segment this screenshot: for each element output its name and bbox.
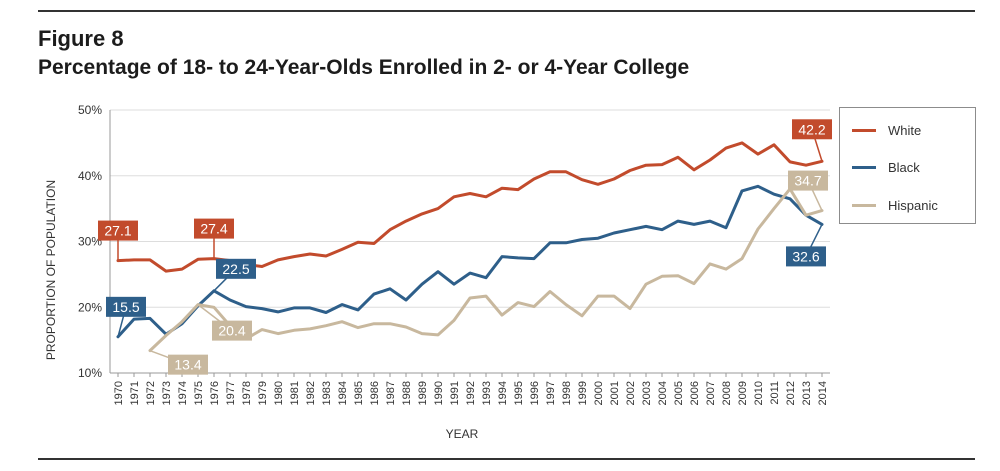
x-tick-label: 1979 (257, 381, 269, 405)
x-tick-label: 1985 (353, 381, 365, 405)
data-label: 27.4 (200, 221, 227, 237)
data-label: 32.6 (792, 248, 819, 264)
y-tick-label: 10% (78, 366, 102, 380)
x-tick-label: 2012 (785, 381, 797, 405)
y-axis-ticks: 10% 20% 30% 40% 50% (78, 103, 102, 380)
bottom-rule (38, 458, 975, 460)
x-tick-label: 2005 (673, 381, 685, 405)
legend-swatch-white (852, 128, 876, 132)
data-label-box (792, 119, 832, 140)
x-tick-label: 1981 (289, 381, 301, 405)
x-tick-label: 2000 (593, 381, 605, 405)
x-tick-label: 1997 (545, 381, 557, 405)
x-tick-label: 1989 (417, 381, 429, 405)
x-tick-label: 1980 (273, 381, 285, 405)
x-tick-label: 2002 (625, 381, 637, 405)
x-tick-label: 1998 (561, 381, 573, 405)
legend-label-hispanic: Hispanic (888, 197, 938, 213)
legend-label-black: Black (888, 159, 920, 175)
y-tick-label: 40% (78, 169, 102, 183)
x-tick-label: 1984 (337, 381, 349, 405)
x-tick-label: 1996 (529, 381, 541, 405)
chart-title: Percentage of 18- to 24-Year-Olds Enroll… (38, 56, 690, 79)
y-tick-label: 50% (78, 103, 102, 117)
x-tick-label: 1972 (145, 381, 157, 405)
x-tick-label: 1988 (401, 381, 413, 405)
x-tick-label: 2004 (657, 381, 669, 405)
legend-swatch-hispanic (852, 203, 876, 207)
x-tick-label: 2006 (689, 381, 701, 405)
x-tick-label: 2010 (753, 381, 765, 405)
x-tick-label: 1975 (193, 381, 205, 405)
x-tick-label: 1983 (321, 381, 333, 405)
x-tick-label: 1994 (497, 381, 509, 405)
series-line-black (116, 184, 824, 339)
data-label: 42.2 (798, 121, 825, 137)
legend-item-black: Black (852, 158, 920, 176)
data-label-box (194, 218, 234, 239)
data-label: 15.5 (112, 299, 139, 315)
x-tick-label: 2009 (737, 381, 749, 405)
y-tick-label: 30% (78, 235, 102, 249)
legend-swatch-black (852, 165, 876, 169)
data-label: 13.4 (174, 357, 201, 373)
x-tick-label: 1976 (209, 381, 221, 405)
y-tick-label: 20% (78, 300, 102, 314)
series-lines (116, 141, 824, 353)
legend: White Black Hispanic (839, 107, 976, 224)
x-tick-label: 1986 (369, 381, 381, 405)
x-tick-label: 2014 (817, 381, 829, 405)
x-axis-ticks: 1970 1971 1972 1973 1974 1975 1976 1977 1978 1979… (113, 373, 829, 405)
x-tick-label: 2001 (609, 381, 621, 405)
data-label: 20.4 (218, 323, 245, 339)
x-tick-label: 1978 (241, 381, 253, 405)
series-line-hispanic (148, 187, 824, 353)
legend-item-white: White (852, 121, 921, 139)
x-tick-label: 1999 (577, 381, 589, 405)
series-line-white (116, 141, 824, 273)
data-label-box (212, 320, 252, 341)
x-tick-label: 2013 (801, 381, 813, 405)
x-tick-label: 1982 (305, 381, 317, 405)
data-label: 27.1 (104, 223, 131, 239)
data-label-box (168, 354, 208, 375)
data-labels: 27.1 27.4 42.2 15.5 22.5 32.6 13.4 20.4 34.7 (98, 119, 832, 375)
x-tick-label: 1971 (129, 381, 141, 405)
data-label: 22.5 (222, 261, 249, 277)
x-tick-label: 1973 (161, 381, 173, 405)
x-tick-label: 2003 (641, 381, 653, 405)
x-tick-label: 2011 (769, 381, 781, 405)
x-tick-label: 2008 (721, 381, 733, 405)
legend-label-white: White (888, 122, 922, 138)
x-tick-label: 1992 (465, 381, 477, 405)
top-rule (38, 10, 975, 12)
x-tick-label: 1990 (433, 381, 445, 405)
x-tick-label: 1970 (113, 381, 125, 405)
x-tick-label: 1974 (177, 381, 189, 405)
data-label-box (106, 296, 146, 317)
x-tick-label: 1995 (513, 381, 525, 405)
data-label-box (216, 258, 256, 279)
y-axis-label: PROPORTION OF POPULATION (44, 180, 58, 360)
x-tick-label: 1991 (449, 381, 461, 405)
x-tick-label: 1993 (481, 381, 493, 405)
data-label-box (98, 220, 138, 241)
legend-item-hispanic: Hispanic (852, 196, 938, 214)
x-tick-label: 1987 (385, 381, 397, 405)
data-label-box (788, 170, 828, 191)
x-axis-label: YEAR (446, 427, 479, 441)
data-label: 34.7 (794, 173, 821, 189)
data-label-box (786, 246, 826, 267)
x-tick-label: 2007 (705, 381, 717, 405)
figure-label: Figure 8 (38, 26, 124, 51)
x-tick-label: 1977 (225, 381, 237, 405)
